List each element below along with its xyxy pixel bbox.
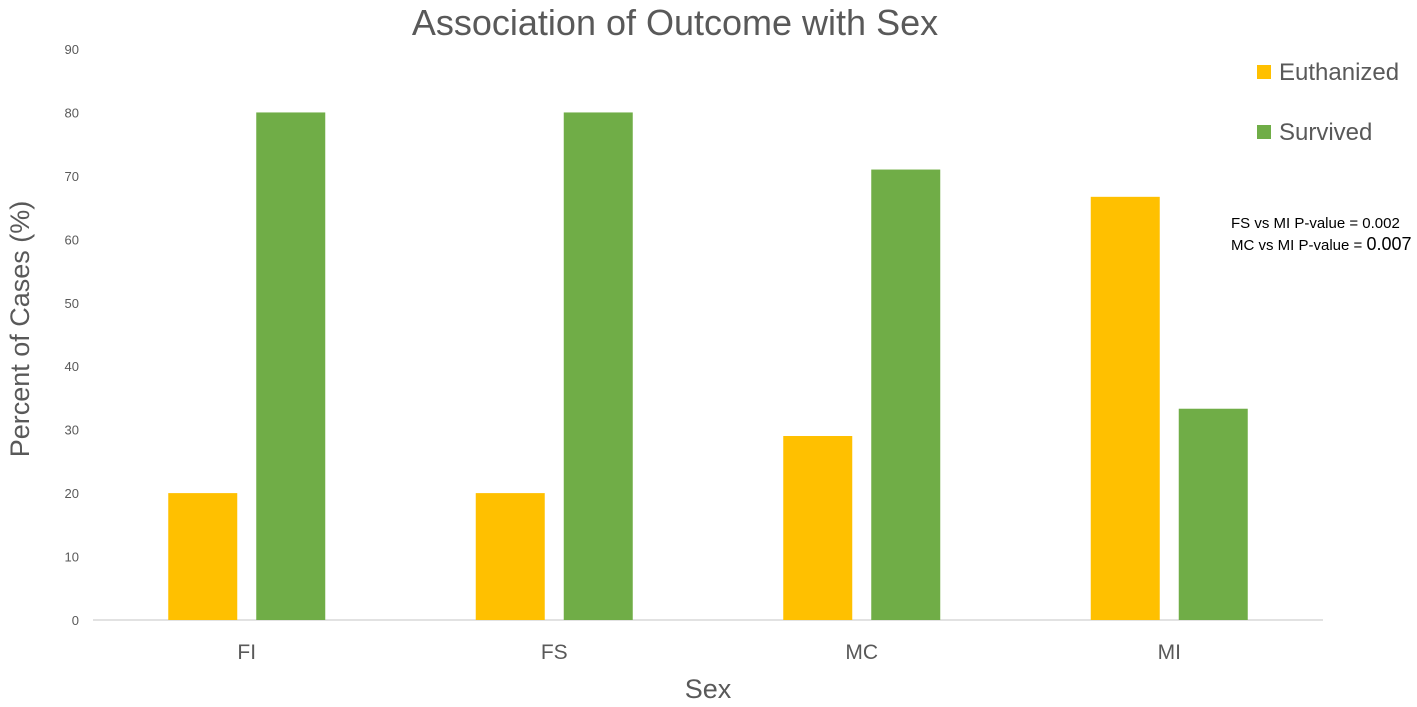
bar-survived-mc	[871, 169, 941, 621]
y-tick-label: 30	[65, 423, 79, 438]
p-value-annotations: FS vs MI P-value = 0.002 MC vs MI P-valu…	[1231, 215, 1412, 254]
bar-survived-fs	[563, 112, 633, 620]
x-axis-ticks: FI FS MC MI	[237, 641, 1181, 664]
bars	[168, 112, 1248, 621]
bar-euthanized-fs	[475, 493, 545, 620]
chart-title: Association of Outcome with Sex	[412, 2, 938, 43]
annotation-value: 0.002	[1362, 215, 1400, 232]
x-axis-label: Sex	[685, 674, 732, 704]
x-tick-label-mc: MC	[845, 641, 878, 664]
annotation-value: 0.007	[1366, 234, 1411, 254]
x-tick-label-fi: FI	[237, 641, 256, 664]
bar-survived-mi	[1178, 408, 1248, 620]
bar-survived-fi	[256, 112, 326, 620]
y-tick-label: 80	[65, 105, 79, 120]
y-tick-label: 10	[65, 550, 79, 565]
annotation-prefix: MC vs MI P-value =	[1231, 237, 1366, 254]
x-tick-label-mi: MI	[1158, 641, 1181, 664]
p-value-annotation-mc-mi: MC vs MI P-value = 0.007	[1231, 234, 1412, 254]
legend-swatch-euthanized	[1257, 65, 1271, 79]
y-tick-label: 70	[65, 169, 79, 184]
legend-label-survived: Survived	[1279, 119, 1372, 146]
y-tick-label: 20	[65, 486, 79, 501]
y-tick-label: 60	[65, 232, 79, 247]
y-tick-label: 0	[72, 613, 79, 628]
y-tick-label: 90	[65, 42, 79, 57]
legend-swatch-survived	[1257, 125, 1271, 139]
bar-euthanized-mi	[1090, 196, 1160, 620]
annotation-prefix: FS vs MI P-value =	[1231, 215, 1362, 232]
bar-euthanized-fi	[168, 493, 238, 620]
bar-euthanized-mc	[783, 436, 853, 620]
y-axis-ticks: 0 10 20 30 40 50 60 70 80 90	[65, 42, 79, 628]
x-tick-label-fs: FS	[541, 641, 568, 664]
p-value-annotation-fs-mi: FS vs MI P-value = 0.002	[1231, 215, 1400, 232]
legend: Euthanized Survived	[1257, 59, 1399, 146]
y-tick-label: 40	[65, 359, 79, 374]
y-tick-label: 50	[65, 296, 79, 311]
legend-label-euthanized: Euthanized	[1279, 59, 1399, 86]
y-axis-label: Percent of Cases (%)	[5, 201, 35, 458]
